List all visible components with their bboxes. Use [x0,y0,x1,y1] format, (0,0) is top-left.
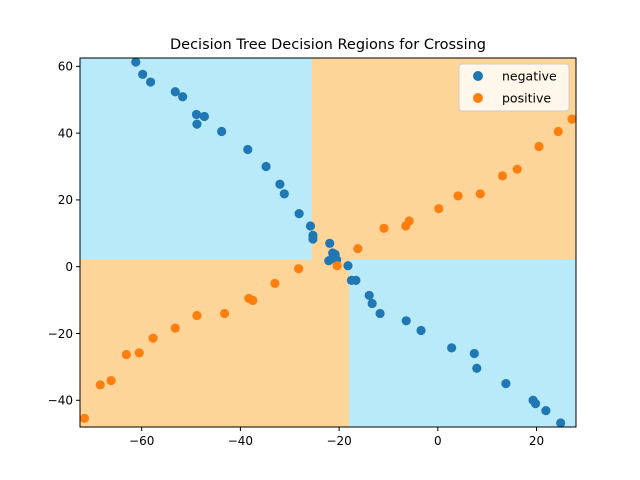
negative-point [501,378,511,389]
positive-point [220,308,230,319]
legend-marker-positive [473,93,483,103]
negative-point [556,418,566,428]
positive-point [404,216,414,226]
positive-point [79,413,90,423]
positive-point [248,295,258,306]
negative-point [325,238,335,248]
negative-point [416,325,426,336]
positive-point [434,204,444,214]
negative-point [131,57,141,67]
negative-point [199,111,209,122]
negative-point [343,261,353,271]
positive-point [497,171,508,181]
decision-region-positive [80,260,349,427]
negative-point [469,348,479,359]
legend: negative positive [458,63,570,112]
x-tick-label: −20 [326,434,351,448]
positive-point [121,349,131,360]
negative-point [530,399,541,409]
negative-point [192,119,202,129]
positive-point [134,348,144,358]
positive-point [353,244,363,254]
negative-point [275,179,285,189]
negative-point [261,161,271,172]
x-tick-label: −60 [129,434,154,448]
legend-box [458,63,570,112]
scatter-points [79,57,577,428]
y-tick-label: 0 [65,260,73,274]
x-tick-label: 20 [529,434,544,448]
positive-point [553,126,563,137]
negative-point [243,144,253,155]
positive-point [170,323,180,333]
y-tick-label: 40 [58,126,73,140]
plot-frame [79,57,577,428]
x-tick-label: 0 [434,434,442,448]
legend-label-positive: positive [502,91,551,106]
negative-point [217,126,227,137]
positive-point [95,380,105,390]
positive-point [379,223,389,233]
positive-point [512,164,522,174]
x-tick-label: −40 [228,434,253,448]
negative-point [324,256,334,266]
negative-point [447,343,457,353]
negative-point [401,316,411,326]
positive-point [148,333,158,343]
legend-label-negative: negative [502,69,557,84]
y-tick-label: −40 [48,394,73,408]
negative-point [367,298,377,309]
positive-point [294,264,304,274]
positive-point [192,310,202,321]
positive-point [332,261,342,271]
negative-point [375,308,385,319]
decision-regions [80,58,576,427]
negative-point [138,69,148,79]
negative-point [305,221,316,231]
negative-point [294,209,304,219]
negative-point [145,77,156,87]
negative-point [308,234,318,244]
decision-region-negative [80,58,312,261]
positive-point [270,278,280,289]
y-tick-label: 60 [58,60,73,74]
negative-point [351,275,361,286]
negative-point [541,406,551,416]
negative-point [364,290,374,301]
y-tick-label: 20 [58,193,73,207]
y-tick-label: −20 [48,327,73,341]
positive-point [475,189,485,199]
negative-point [170,87,180,97]
decision-region-negative [348,260,576,427]
axes: −60 −40 −20 0 20 −40 −20 0 20 40 60 [48,60,544,448]
negative-point [279,189,289,199]
positive-point [534,141,544,152]
positive-point [106,375,116,386]
legend-marker-negative [473,71,483,81]
negative-point [472,363,482,373]
positive-point [453,191,463,201]
negative-point [178,92,188,102]
positive-point [567,114,577,124]
chart-title: Decision Tree Decision Regions for Cross… [170,37,486,53]
negative-point [191,109,202,120]
